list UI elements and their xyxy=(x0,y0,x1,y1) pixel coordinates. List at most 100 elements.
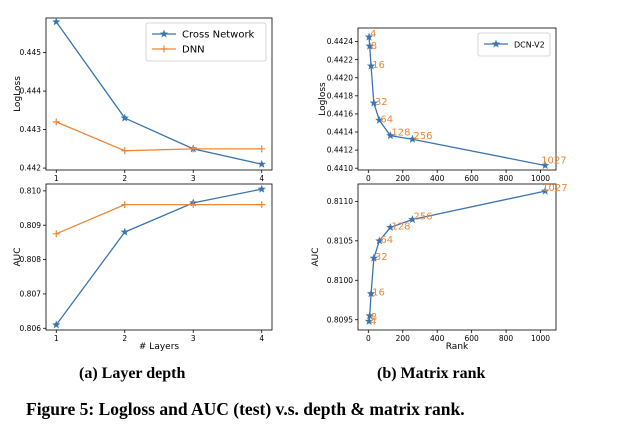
b-auc-rank-label: 1027 xyxy=(542,183,567,194)
a-logloss-xtick-label: 3 xyxy=(191,174,196,183)
b-logloss-rank-label: 64 xyxy=(380,114,393,125)
b-logloss-ytick-label: 0.4418 xyxy=(327,91,353,100)
b-auc-xtick-label: 0 xyxy=(366,334,371,343)
b-auc-ylabel: AUC xyxy=(311,247,321,266)
a-auc-series-line-dnn xyxy=(56,203,262,235)
b-auc-point-dcn xyxy=(364,316,374,325)
a-auc-ytick-label: 0.809 xyxy=(20,221,42,230)
figure-caption: Figure 5: Logloss and AUC (test) v.s. de… xyxy=(26,399,465,419)
b-auc-xtick-label: 200 xyxy=(396,334,411,343)
a-auc-point-cross xyxy=(257,184,266,193)
b-auc-axes-frame xyxy=(357,183,557,331)
subcaption-matrix-rank: (b) Matrix rank xyxy=(377,365,486,382)
a-logloss-legend-box xyxy=(145,22,267,62)
a-auc-xtick-label: 2 xyxy=(122,334,127,343)
a-auc-ytick-label: 0.806 xyxy=(20,324,42,333)
b-auc-rank-label: 4 xyxy=(370,316,376,327)
b-auc-point-dcn xyxy=(386,222,395,231)
b-auc-point-dcn xyxy=(540,186,550,195)
a-auc-ytick-label: 0.808 xyxy=(20,255,42,264)
b-auc-rank-label: 8 xyxy=(371,312,377,323)
b-logloss-legend-label-dcn: DCN-V2 xyxy=(514,41,545,50)
b-auc-rank-label: 64 xyxy=(380,235,393,246)
a-auc-xtick-label: 1 xyxy=(54,334,59,343)
b-logloss-rank-label: 4 xyxy=(370,29,376,40)
subcaption-layer-depth: (a) Layer depth xyxy=(79,365,186,382)
b-logloss-xtick-label: 400 xyxy=(430,174,445,183)
b-logloss-ytick-label: 0.4416 xyxy=(327,110,353,119)
a-logloss-point-dnn xyxy=(258,145,266,153)
b-auc-series-line-dcn xyxy=(368,190,546,322)
a-auc-ylabel: AUC xyxy=(13,247,23,266)
a-logloss-legend-label-cross: Cross Network xyxy=(182,30,255,41)
b-logloss-ytick-label: 0.4424 xyxy=(327,37,353,46)
a-logloss-legend-marker-dnn xyxy=(160,45,168,53)
b-auc-ytick-label: 0.8110 xyxy=(327,197,353,206)
a-logloss-axes-frame xyxy=(45,17,273,171)
b-auc-point-dcn xyxy=(375,236,384,245)
a-logloss-legend-marker-cross xyxy=(159,29,169,38)
b-auc-xtick-label: 1000 xyxy=(531,334,550,343)
b-logloss-ytick-label: 0.4422 xyxy=(327,55,353,64)
a-auc-ytick-label: 0.810 xyxy=(20,186,42,195)
a-auc-axes-frame xyxy=(45,183,273,331)
a-logloss-ytick-label: 0.443 xyxy=(20,125,42,134)
b-auc-rank-label: 16 xyxy=(372,288,385,299)
b-logloss-point-dcn xyxy=(375,115,384,124)
a-logloss-ytick-label: 0.442 xyxy=(20,164,42,173)
b-logloss-ytick-label: 0.4420 xyxy=(327,73,353,82)
a-logloss-xtick-label: 2 xyxy=(122,174,127,183)
a-logloss-point-dnn xyxy=(189,145,197,153)
b-auc-xlabel: Rank xyxy=(446,342,469,352)
b-logloss-point-dcn xyxy=(366,61,376,70)
a-logloss-xtick-label: 1 xyxy=(54,174,59,183)
b-logloss-rank-label: 8 xyxy=(371,41,377,52)
a-logloss-series-line-cross xyxy=(55,21,262,165)
b-logloss-rank-label: 32 xyxy=(375,97,388,108)
b-auc-point-dcn xyxy=(408,215,417,224)
b-logloss-point-dcn xyxy=(369,98,379,107)
b-logloss-xtick-label: 600 xyxy=(464,174,479,183)
b-auc-rank-label: 32 xyxy=(375,252,388,263)
a-logloss-series-line-dnn xyxy=(56,121,262,152)
b-logloss-ytick-label: 0.4414 xyxy=(327,128,353,137)
b-auc-xtick-label: 400 xyxy=(430,334,445,343)
b-logloss-xtick-label: 0 xyxy=(366,174,371,183)
b-auc-ytick-label: 0.8105 xyxy=(327,236,353,245)
a-logloss-legend-label-dnn: DNN xyxy=(182,45,205,56)
a-auc-point-dnn xyxy=(52,230,60,238)
a-auc-point-dnn xyxy=(258,201,266,209)
a-auc-ytick-label: 0.807 xyxy=(20,290,42,299)
b-logloss-ytick-label: 0.4412 xyxy=(327,146,353,155)
a-auc-point-cross xyxy=(120,227,129,236)
a-logloss-point-cross xyxy=(52,17,61,26)
b-auc-point-dcn xyxy=(369,253,379,262)
a-logloss-point-dnn xyxy=(52,118,60,126)
b-logloss-legend-marker-dcn xyxy=(491,39,501,48)
b-auc-point-dcn xyxy=(365,311,374,320)
a-auc-series-line-cross xyxy=(55,188,262,326)
a-logloss-ytick-label: 0.445 xyxy=(20,48,42,57)
b-logloss-series-line-dcn xyxy=(368,36,546,167)
a-auc-point-dnn xyxy=(121,201,129,209)
b-logloss-point-dcn xyxy=(365,41,374,50)
b-logloss-point-dcn xyxy=(364,32,374,41)
b-auc-ytick-label: 0.8100 xyxy=(327,276,353,285)
b-auc-rank-label: 256 xyxy=(413,212,432,223)
b-logloss-rank-label: 128 xyxy=(391,128,410,139)
b-auc-xtick-label: 600 xyxy=(464,334,479,343)
b-logloss-point-dcn xyxy=(386,131,395,140)
a-logloss-ytick-label: 0.444 xyxy=(20,87,42,96)
b-auc-rank-label: 128 xyxy=(391,221,410,232)
b-logloss-legend-box xyxy=(477,32,551,57)
b-logloss-rank-label: 256 xyxy=(413,131,432,142)
b-logloss-rank-label: 1027 xyxy=(541,155,566,166)
b-auc-point-dcn xyxy=(366,289,376,298)
b-auc-ytick-label: 0.8095 xyxy=(327,315,353,324)
b-logloss-point-dcn xyxy=(540,161,550,170)
b-logloss-axes-frame xyxy=(357,27,557,171)
a-logloss-point-cross xyxy=(120,113,129,122)
a-auc-xlabel: # Layers xyxy=(139,342,179,352)
a-logloss-point-dnn xyxy=(121,147,129,155)
